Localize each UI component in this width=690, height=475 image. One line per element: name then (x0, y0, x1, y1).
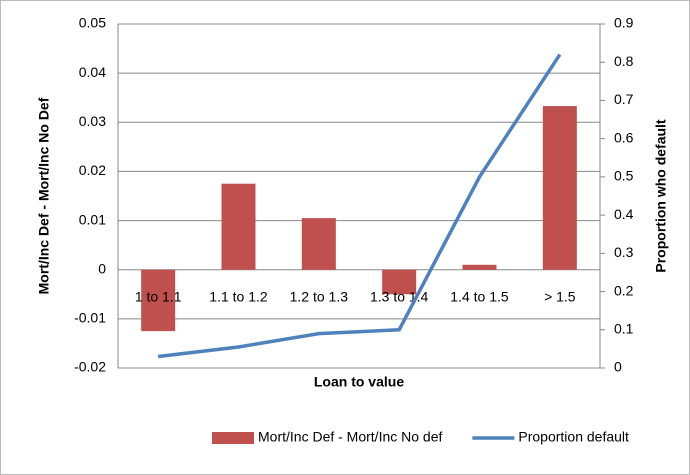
y2-tick-label: 0.8 (614, 53, 634, 69)
y2-tick-label: 0.3 (614, 244, 634, 260)
x-tick-label: 1.4 to 1.5 (450, 288, 509, 304)
y-tick-label: 0.05 (79, 15, 106, 31)
y2-tick-label: 0.9 (614, 15, 634, 31)
y-tick-label: -0.02 (74, 359, 106, 375)
legend-label: Mort/Inc Def - Mort/Inc No def (258, 429, 442, 445)
y-tick-label: 0.04 (79, 64, 106, 80)
y2-axis-title: Proportion who default (653, 119, 669, 273)
x-axis-title: Loan to value (314, 374, 404, 390)
legend-swatch (212, 432, 254, 444)
y2-tick-label: 0.5 (614, 168, 634, 184)
x-tick-label: 1.1 to 1.2 (209, 288, 268, 304)
bar (301, 218, 336, 270)
x-tick-label: 1 to 1.1 (135, 288, 182, 304)
legend-label: Proportion default (518, 429, 629, 445)
y-tick-label: 0 (98, 260, 106, 276)
y2-tick-label: 0.4 (614, 206, 634, 222)
y-tick-label: 0.03 (79, 113, 106, 129)
x-tick-label: 1.2 to 1.3 (290, 288, 349, 304)
y-tick-label: -0.01 (74, 310, 106, 326)
y2-tick-label: 0.1 (614, 320, 634, 336)
y2-tick-label: 0.2 (614, 282, 634, 298)
bar (221, 183, 256, 270)
y-tick-label: 0.02 (79, 162, 106, 178)
line-series (157, 53, 562, 359)
bar (382, 269, 417, 295)
y2-tick-label: 0 (614, 359, 622, 375)
y-axis-title: Mort/Inc Def - Mort/Inc No Def (36, 97, 52, 294)
x-tick-label: > 1.5 (544, 288, 576, 304)
bar (141, 269, 176, 332)
y2-tick-label: 0.6 (614, 129, 634, 145)
y-tick-label: 0.01 (79, 211, 106, 227)
bar (462, 264, 497, 270)
y2-tick-label: 0.7 (614, 91, 634, 107)
bar (542, 106, 577, 270)
